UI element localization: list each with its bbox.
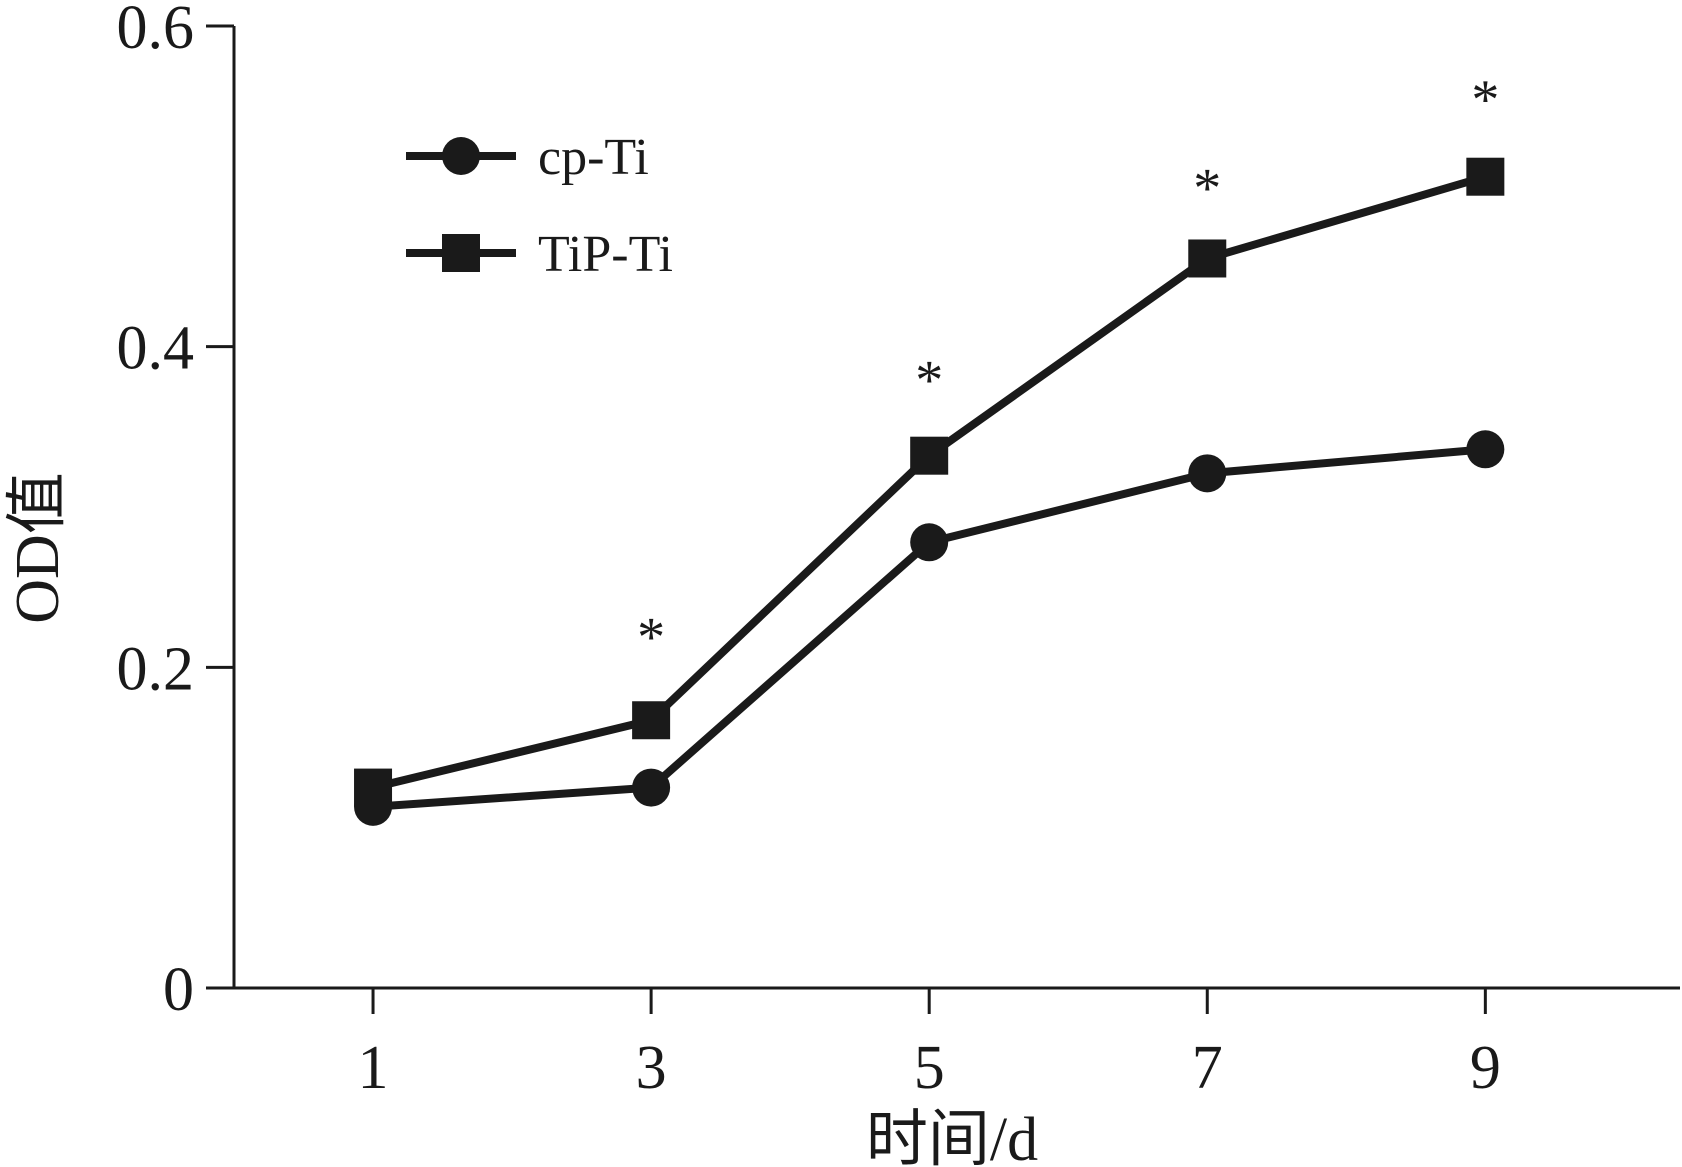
legend-marker — [442, 234, 480, 272]
series-TiP-Ti — [354, 157, 1505, 807]
data-point-cp-Ti — [1188, 454, 1227, 493]
y-axis-title: OD值 — [4, 472, 72, 624]
y-tick-label: 0.4 — [117, 315, 195, 383]
x-axis-title: 时间/d — [866, 1106, 1038, 1167]
x-tick-label: 3 — [636, 1034, 667, 1102]
significance-marker: * — [915, 350, 943, 412]
y-tick-label: 0 — [163, 956, 194, 1024]
legend-label: TiP-Ti — [538, 226, 673, 283]
data-point-TiP-Ti — [1466, 157, 1505, 196]
data-point-TiP-Ti — [632, 701, 671, 740]
series-line-cp-Ti — [372, 445, 1486, 811]
legend-marker — [442, 137, 480, 175]
y-tick-label: 0.6 — [117, 0, 195, 62]
data-point-TiP-Ti — [354, 768, 393, 807]
x-tick-label: 1 — [358, 1034, 389, 1102]
data-point-TiP-Ti — [910, 436, 949, 475]
data-point-cp-Ti — [910, 523, 949, 562]
x-tick-label: 9 — [1470, 1034, 1501, 1102]
significance-marker: * — [1193, 157, 1221, 219]
data-point-cp-Ti — [632, 768, 671, 807]
series-cp-Ti — [354, 430, 1505, 826]
significance-marker: * — [1471, 69, 1499, 131]
legend: cp-Ti TiP-Ti — [406, 129, 673, 283]
series-layer — [354, 157, 1505, 826]
significance-marker: * — [637, 606, 665, 668]
legend-item-cp-Ti: cp-Ti — [406, 129, 649, 186]
y-tick-label: 0.2 — [117, 635, 195, 703]
annotation-layer: * * * * — [637, 69, 1499, 668]
legend-label: cp-Ti — [538, 129, 649, 186]
x-tick-label: 5 — [914, 1034, 945, 1102]
data-point-cp-Ti — [1466, 430, 1505, 469]
legend-item-TiP-Ti: TiP-Ti — [406, 226, 673, 283]
data-point-TiP-Ti — [1188, 239, 1227, 278]
x-tick-label: 7 — [1192, 1034, 1223, 1102]
axes: 0 0.2 0.4 0.6 1 3 5 7 9 时间/d OD值 — [4, 0, 1680, 1167]
